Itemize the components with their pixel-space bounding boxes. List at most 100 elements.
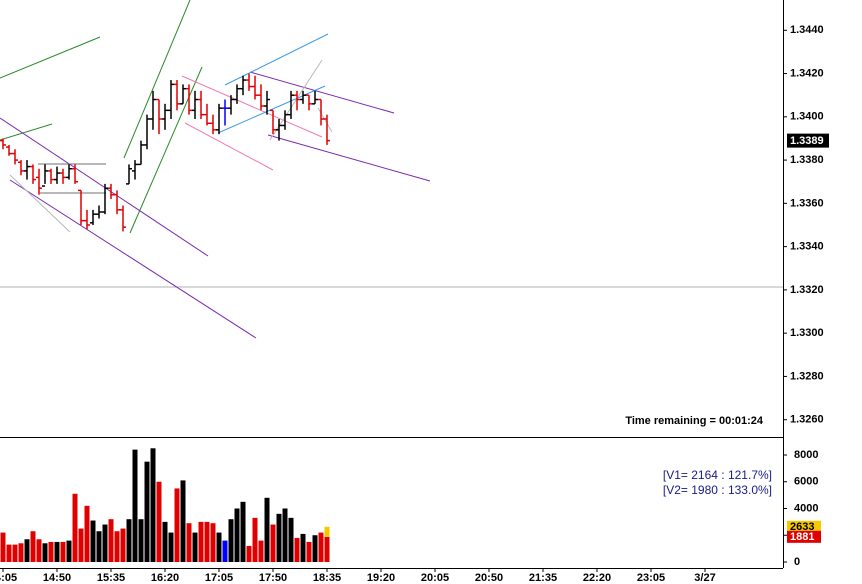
volume-bar bbox=[222, 540, 228, 562]
volume-bar bbox=[72, 493, 78, 562]
volume-bar bbox=[60, 541, 66, 562]
volume-bar bbox=[240, 501, 246, 562]
volume-tag bbox=[787, 530, 821, 543]
trend-line bbox=[267, 134, 431, 182]
y-tick-label: 1.3300 bbox=[790, 327, 824, 339]
volume-bar bbox=[84, 505, 90, 562]
y-tick-label: 1.3420 bbox=[790, 67, 824, 79]
volume-bar bbox=[156, 481, 162, 562]
y-tick-label: 1.3280 bbox=[790, 370, 824, 382]
volume-tag bbox=[787, 520, 821, 533]
x-tick-label: 22:20 bbox=[583, 572, 611, 584]
volume-bar bbox=[42, 543, 48, 562]
trend-lines bbox=[0, 0, 431, 339]
trend-line bbox=[123, 0, 191, 159]
x-tick-label: 19:20 bbox=[367, 572, 395, 584]
volume-bar bbox=[54, 541, 60, 562]
volume-bar bbox=[204, 521, 210, 562]
volume-bar bbox=[36, 539, 42, 562]
y-tick-label: 0 bbox=[794, 556, 800, 568]
volume-bar bbox=[306, 541, 312, 562]
volume-bar bbox=[270, 524, 276, 562]
volume-bar bbox=[228, 519, 234, 562]
trend-line bbox=[0, 117, 209, 257]
volume-bar bbox=[90, 520, 96, 562]
volume-bar bbox=[282, 508, 288, 562]
time-remaining: Time remaining = 00:01:24 bbox=[625, 415, 764, 427]
trend-line bbox=[249, 71, 395, 114]
volume-bar bbox=[102, 524, 108, 562]
volume-bar bbox=[258, 540, 264, 562]
volume-bar bbox=[324, 536, 330, 562]
y-tick-label: 1.3360 bbox=[790, 197, 824, 209]
volume-bar bbox=[192, 532, 198, 562]
trend-line bbox=[129, 66, 203, 234]
x-tick-label: 20:05 bbox=[421, 572, 449, 584]
y-tick-label: 1.3320 bbox=[790, 284, 824, 296]
y-tick-label: 1.3380 bbox=[790, 154, 824, 166]
volume-bar bbox=[108, 519, 114, 562]
trend-line bbox=[9, 174, 71, 233]
trend-line bbox=[0, 36, 101, 79]
y-tick-label: 6000 bbox=[794, 476, 818, 488]
trend-line bbox=[181, 75, 323, 138]
volume-bar bbox=[294, 537, 300, 562]
volume-bar bbox=[18, 543, 24, 562]
x-tick-label: 23:05 bbox=[637, 572, 665, 584]
y-tick-label: 8000 bbox=[794, 449, 818, 461]
volume-bar bbox=[174, 488, 180, 562]
volume-bar bbox=[246, 545, 252, 562]
trend-line bbox=[224, 33, 329, 86]
volume-tag-label: 1881 bbox=[790, 531, 814, 543]
x-tick-label: 14:50 bbox=[43, 572, 71, 584]
volume-bar bbox=[312, 535, 318, 562]
volume-bar bbox=[66, 540, 72, 562]
price-tag-label: 1.3389 bbox=[790, 135, 824, 147]
volume-bar bbox=[78, 528, 84, 562]
y-tick-label: 1.3260 bbox=[790, 414, 824, 426]
projected-volume bbox=[324, 526, 330, 537]
trend-line bbox=[0, 123, 53, 141]
volume-bar bbox=[132, 449, 138, 562]
trend-line bbox=[184, 122, 274, 171]
x-tick-label: 15:35 bbox=[97, 572, 125, 584]
y-tick-label: 1.3340 bbox=[790, 241, 824, 253]
y-tick-label: 4000 bbox=[794, 502, 818, 514]
volume-bar bbox=[114, 531, 120, 562]
volume-bar bbox=[6, 544, 12, 562]
x-tick-label: 17:05 bbox=[205, 572, 233, 584]
volume-bar bbox=[216, 532, 222, 562]
x-tick-label: 14:05 bbox=[0, 572, 17, 584]
y-tick-label: 1.3400 bbox=[790, 111, 824, 123]
volume-bar bbox=[210, 523, 216, 562]
volume-bar bbox=[24, 539, 30, 562]
volume-bar bbox=[144, 461, 150, 562]
volume-bar bbox=[288, 517, 294, 562]
volume-bar bbox=[276, 513, 282, 562]
x-tick-label: 20:50 bbox=[475, 572, 503, 584]
volume-bar bbox=[300, 533, 306, 562]
y-tick-label: 1.3440 bbox=[790, 24, 824, 36]
volume-bar bbox=[150, 448, 156, 562]
volume-bar bbox=[0, 532, 6, 562]
volume-bar bbox=[96, 531, 102, 562]
volume-bar bbox=[318, 532, 324, 562]
x-tick-label: 16:20 bbox=[151, 572, 179, 584]
x-tick-label: 18:35 bbox=[313, 572, 341, 584]
volume-bar bbox=[186, 523, 192, 562]
volume-bar bbox=[126, 519, 132, 562]
volume-bar bbox=[162, 521, 168, 562]
x-tick-label: 17:50 bbox=[259, 572, 287, 584]
x-tick-label: 21:35 bbox=[529, 572, 557, 584]
volume-bar bbox=[120, 528, 126, 562]
volume-bar bbox=[198, 521, 204, 562]
volume-bar bbox=[12, 544, 18, 562]
volume-bar bbox=[180, 480, 186, 562]
price-tag bbox=[787, 133, 829, 148]
volume-bar bbox=[30, 531, 36, 562]
x-tick-label: 3/27 bbox=[694, 572, 715, 584]
volume-bar bbox=[234, 508, 240, 562]
